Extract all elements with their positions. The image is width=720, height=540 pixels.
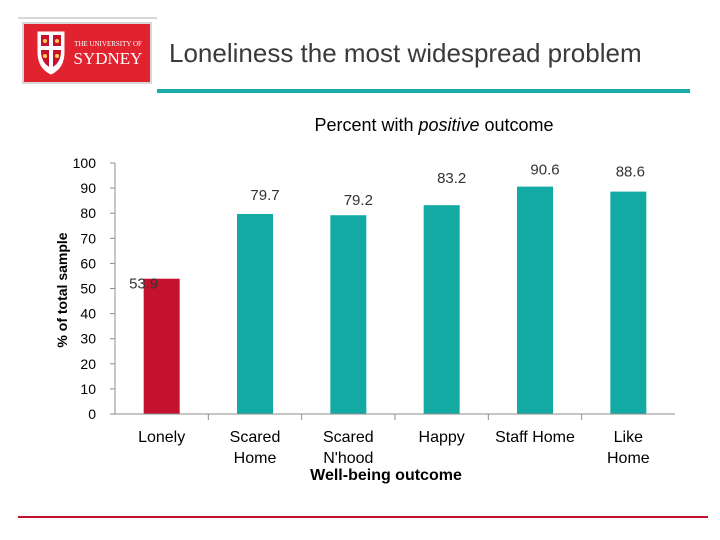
category-label: Lonely [138, 429, 185, 446]
title-panel: Loneliness the most widespread problem [157, 17, 690, 89]
data-label: 79.2 [344, 192, 373, 209]
bar [423, 205, 460, 414]
y-tick-label: 60 [80, 255, 96, 271]
category-label-line: Scared [230, 429, 281, 446]
bar [237, 213, 273, 414]
y-axis-label: % of total sample [54, 232, 70, 347]
y-tick-label: 50 [80, 281, 96, 297]
y-tick-label: 100 [73, 155, 97, 171]
category-label: Staff Home [495, 429, 575, 446]
category-label-line: Home [234, 450, 277, 467]
category-label: Scared Home [230, 429, 281, 467]
data-label: 88.6 [616, 164, 645, 181]
chart-title-part-3: outcome [480, 115, 554, 135]
y-tick-label: 40 [80, 306, 96, 322]
data-label: 90.6 [530, 162, 559, 179]
category-label-line: N'hood [323, 450, 373, 467]
university-logo-graphic: THE UNIVERSITY OF SYDNEY [37, 31, 143, 75]
category-label: Scared N'hood [323, 429, 374, 467]
data-label: 83.2 [437, 170, 466, 187]
category-label: Like Home [607, 429, 650, 467]
category-label-line: Scared [323, 429, 374, 446]
footer-divider [18, 516, 708, 518]
category-labels-group: Lonely Scared Home Scared N'hood Happy Staff H… [138, 414, 650, 467]
category-label-line: Staff Home [495, 429, 575, 446]
bar [143, 278, 180, 414]
value-labels-group: 53.9 79.7 79.2 83.2 90.6 88.6 [129, 162, 645, 293]
chart-title-part-1: Percent with [314, 115, 418, 135]
bar [610, 191, 647, 414]
y-tick-label: 30 [80, 331, 96, 347]
y-tick-label: 70 [80, 230, 96, 246]
data-label: 79.7 [250, 187, 279, 204]
y-tick-label: 90 [80, 180, 96, 196]
bar [330, 215, 367, 414]
page-title: Loneliness the most widespread problem [169, 37, 642, 68]
y-tick-label: 80 [80, 205, 96, 221]
category-label: Happy [419, 429, 465, 446]
university-logo: THE UNIVERSITY OF SYDNEY [22, 22, 152, 84]
logo-text-main: SYDNEY [74, 49, 143, 68]
bars-group [143, 186, 647, 414]
y-tick-label: 10 [80, 381, 96, 397]
chart-title: Percent with positive outcome [314, 115, 553, 135]
category-label-line: Like [614, 429, 643, 446]
y-axis: 0 10 20 30 40 50 60 70 80 90 100 [73, 155, 115, 422]
category-label-line: Home [607, 450, 650, 467]
bar [517, 186, 553, 414]
category-label-line: Lonely [138, 429, 185, 446]
chart-title-part-2: positive [417, 115, 479, 135]
y-tick-label: 0 [88, 406, 96, 422]
logo-text-top: THE UNIVERSITY OF [74, 40, 142, 48]
data-label: 53.9 [129, 276, 158, 293]
y-tick-label: 20 [80, 356, 96, 372]
x-axis-label: Well-being outcome [310, 467, 462, 484]
category-label-line: Happy [419, 429, 465, 446]
